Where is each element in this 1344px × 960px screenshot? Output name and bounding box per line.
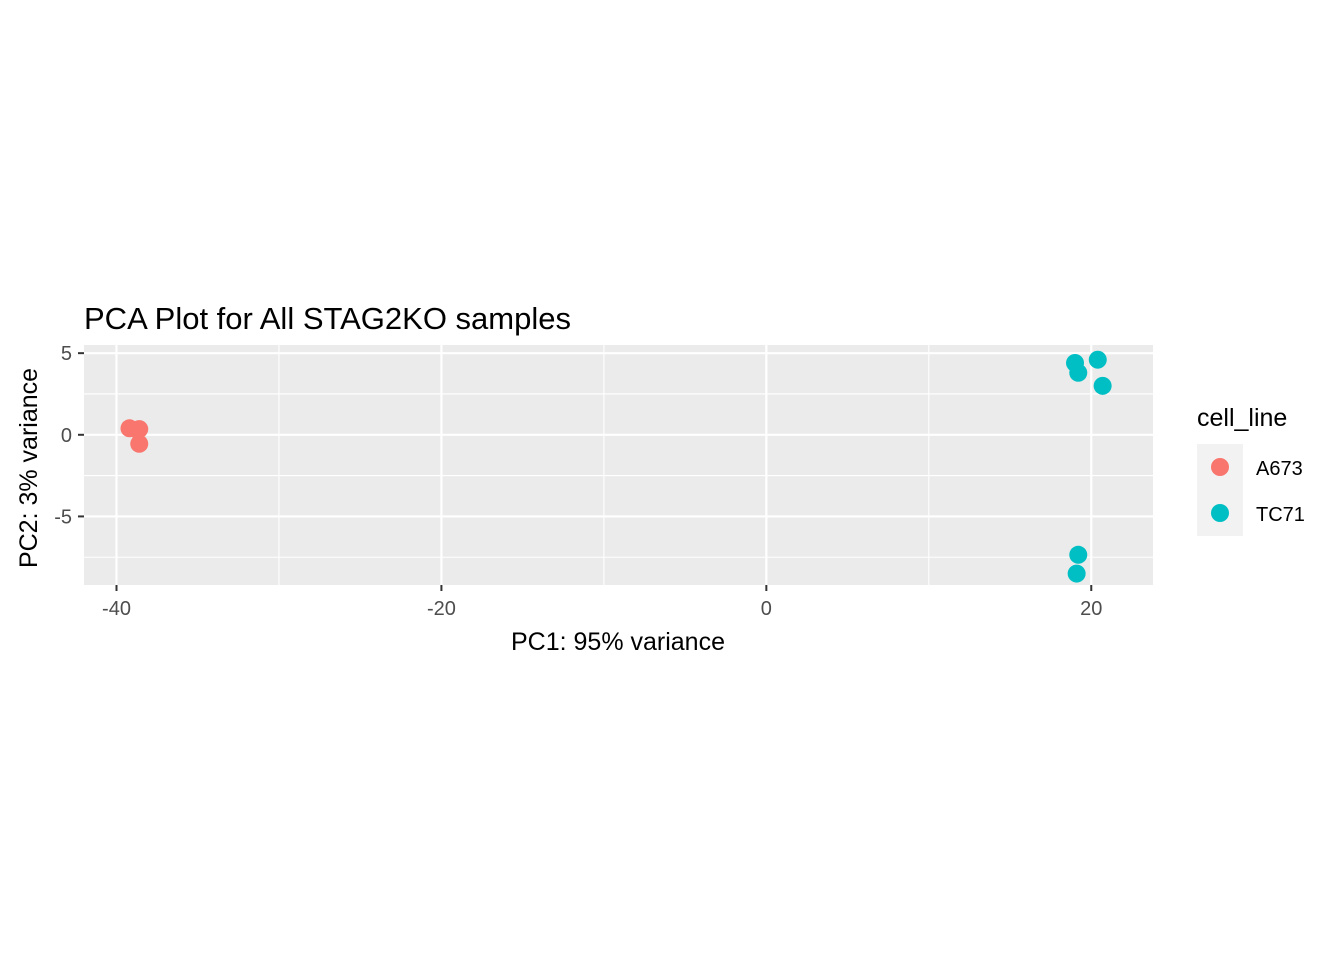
legend-title: cell_line: [1197, 404, 1287, 432]
data-point-tc71: [1069, 545, 1088, 564]
legend: cell_line A673 TC71: [1197, 404, 1305, 536]
x-tick-label: -40: [102, 598, 131, 620]
chart-title: PCA Plot for All STAG2KO samples: [84, 301, 571, 336]
legend-label-tc71: TC71: [1256, 504, 1305, 526]
y-tick-label: 0: [61, 425, 72, 447]
y-tick-label: 5: [61, 343, 72, 365]
legend-key-tc71: [1211, 504, 1229, 522]
data-point-tc71: [1069, 363, 1088, 382]
x-tick-label: -20: [427, 598, 456, 620]
x-tick-label: 0: [761, 598, 772, 620]
x-axis: -40 -20 0 20: [102, 585, 1102, 620]
data-points: [120, 350, 1112, 583]
data-point-tc71: [1088, 350, 1107, 369]
data-point-tc71: [1067, 564, 1086, 583]
y-axis: -5 0 5: [54, 343, 84, 528]
plot-panel: [84, 345, 1153, 585]
minor-gridlines: [84, 345, 1153, 585]
y-axis-title: PC2: 3% variance: [15, 368, 43, 568]
y-tick-label: -5: [54, 506, 72, 528]
legend-key-a673: [1211, 458, 1229, 476]
x-axis-title: PC1: 95% variance: [511, 628, 725, 656]
data-point-a673: [128, 420, 147, 439]
data-point-a673: [130, 434, 149, 453]
legend-label-a673: A673: [1256, 458, 1303, 480]
major-gridlines: [84, 345, 1153, 585]
x-tick-label: 20: [1080, 598, 1102, 620]
data-point-tc71: [1093, 376, 1112, 395]
